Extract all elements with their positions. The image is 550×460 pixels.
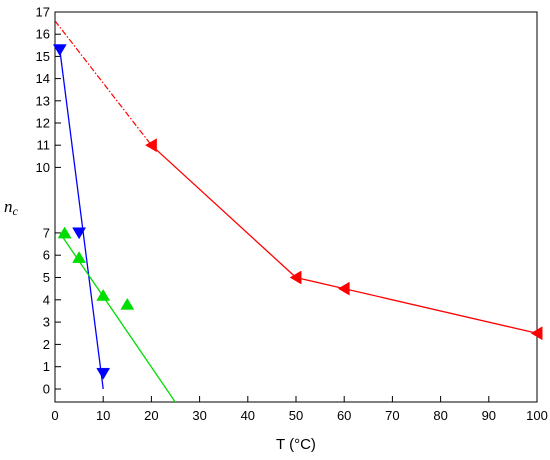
axes: 0 10 20 30 40 50 60 70 80 90 100012345671011121314… — [36, 5, 548, 424]
x-tick-label: 30 — [192, 408, 206, 423]
data-point-triangle-left — [145, 138, 157, 153]
y-axis-title-sub: c — [13, 204, 19, 218]
y-tick-label: 2 — [43, 337, 50, 352]
plot-frame — [54, 11, 538, 403]
x-tick-label: 20 — [144, 408, 158, 423]
data-point-triangle-up — [96, 288, 111, 301]
data-point-triangle-up — [72, 251, 87, 263]
x-tick-label: 40 — [241, 408, 255, 423]
y-tick-label: 7 — [43, 225, 50, 240]
data-point-triangle-down — [72, 227, 87, 240]
y-tick-label: 17 — [36, 5, 50, 20]
series-0 — [52, 44, 111, 390]
extrapolation-line — [55, 20, 152, 146]
x-axis-title: T (°C) — [276, 436, 316, 453]
y-tick-label: 14 — [36, 71, 50, 86]
y-tick-label: 3 — [43, 315, 50, 330]
data-point-triangle-left — [337, 281, 350, 296]
y-tick-label: 11 — [37, 138, 51, 153]
y-tick-label: 13 — [36, 93, 50, 108]
fit-line — [150, 144, 537, 334]
y-tick-label: 16 — [36, 27, 50, 42]
data-point-triangle-up — [120, 297, 135, 310]
fit-line — [59, 49, 104, 390]
x-tick-label: 70 — [385, 408, 399, 423]
y-tick-label: 15 — [36, 49, 50, 64]
x-tick-label: 90 — [482, 408, 496, 423]
x-tick-label: 10 — [96, 408, 110, 423]
x-tick-label: 0 — [51, 408, 58, 423]
y-tick-label: 0 — [43, 382, 50, 397]
y-tick-label: 4 — [43, 292, 50, 307]
x-tick-label: 60 — [337, 408, 351, 423]
data-point-triangle-left — [289, 270, 302, 285]
series-group — [52, 20, 543, 402]
y-tick-label: 10 — [36, 160, 50, 175]
y-axis-title-main: n — [4, 197, 13, 216]
x-tick-label: 100 — [526, 408, 548, 423]
data-point-triangle-down — [52, 44, 67, 57]
data-point-triangle-left — [530, 326, 543, 341]
y-tick-label: 5 — [43, 270, 50, 285]
data-point-triangle-up — [57, 226, 72, 239]
y-axis-title: nc — [4, 197, 19, 218]
series-2 — [55, 20, 543, 341]
y-tick-label: 12 — [36, 116, 50, 131]
y-tick-label: 1 — [43, 359, 50, 374]
x-tick-label: 50 — [289, 408, 303, 423]
y-tick-label: 6 — [43, 248, 50, 263]
data-point-triangle-down — [96, 367, 111, 380]
series-1 — [57, 226, 177, 402]
x-tick-label: 80 — [433, 408, 447, 423]
